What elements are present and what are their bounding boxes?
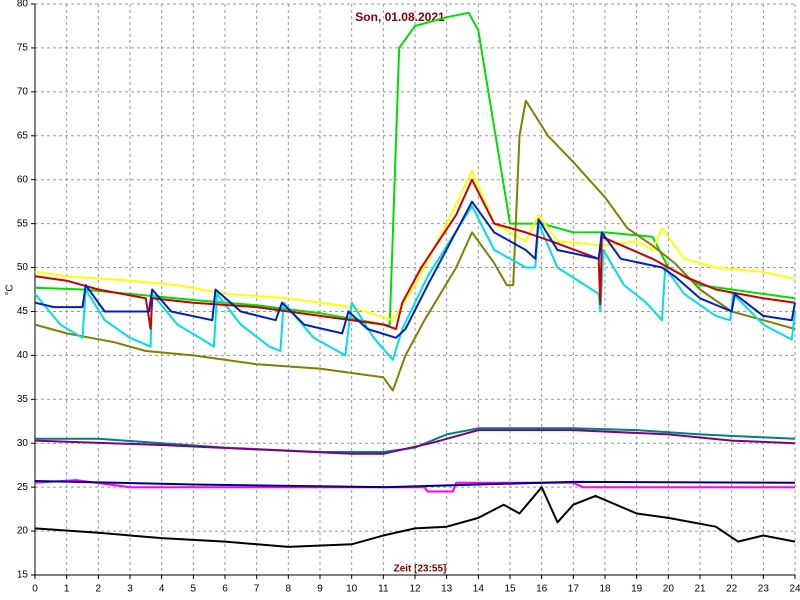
y-axis-label: °C (5, 284, 16, 295)
x-tick-label: 15 (504, 584, 516, 595)
x-tick-label: 0 (32, 584, 38, 595)
x-tick-label: 11 (378, 584, 389, 595)
x-tick-label: 3 (127, 584, 133, 595)
x-tick-label: 24 (789, 584, 800, 595)
x-tick-label: 13 (441, 584, 453, 595)
x-tick-label: 2 (96, 584, 102, 595)
x-tick-label: 5 (191, 584, 197, 595)
series-line (34, 200, 796, 339)
x-tick-label: 21 (694, 584, 706, 595)
x-tick-label: 10 (346, 584, 358, 595)
chart-title: Son, 01.08.2021 (355, 10, 445, 24)
x-tick-label: 19 (631, 584, 643, 595)
x-tick-label: 7 (254, 584, 260, 595)
y-tick-label: 50 (17, 262, 29, 273)
y-tick-label: 55 (17, 218, 29, 229)
y-tick-label: 30 (17, 438, 29, 449)
series-line (34, 178, 796, 330)
x-tick-label: 4 (159, 584, 165, 595)
x-tick-label: 14 (473, 584, 485, 595)
y-tick-label: 20 (17, 526, 29, 537)
x-tick-label: 8 (286, 584, 292, 595)
x-tick-label: 9 (317, 584, 323, 595)
x-tick-label: 20 (663, 584, 675, 595)
y-tick-label: 75 (17, 43, 29, 54)
series-line (34, 480, 796, 489)
y-tick-label: 70 (17, 86, 29, 97)
x-tick-label: 18 (599, 584, 611, 595)
y-tick-label: 60 (17, 174, 29, 185)
y-tick-label: 65 (17, 130, 29, 141)
y-tick-label: 35 (17, 394, 29, 405)
x-tick-label: 1 (64, 584, 70, 595)
y-tick-label: 80 (17, 0, 29, 10)
series-line (34, 479, 795, 493)
y-tick-label: 40 (17, 350, 29, 361)
x-tick-label: 17 (568, 584, 580, 595)
y-tick-label: 15 (17, 570, 29, 581)
series-line (34, 99, 796, 392)
x-tick-label: 23 (758, 584, 770, 595)
x-tick-label: 12 (409, 584, 421, 595)
series-line (34, 486, 796, 548)
series-line (34, 429, 796, 455)
x-axis-label: Zeit [23:55] (394, 564, 447, 575)
x-tick-label: 22 (726, 584, 738, 595)
y-tick-label: 25 (17, 482, 29, 493)
x-tick-label: 16 (536, 584, 548, 595)
y-tick-label: 45 (17, 306, 29, 317)
x-tick-label: 6 (222, 584, 228, 595)
